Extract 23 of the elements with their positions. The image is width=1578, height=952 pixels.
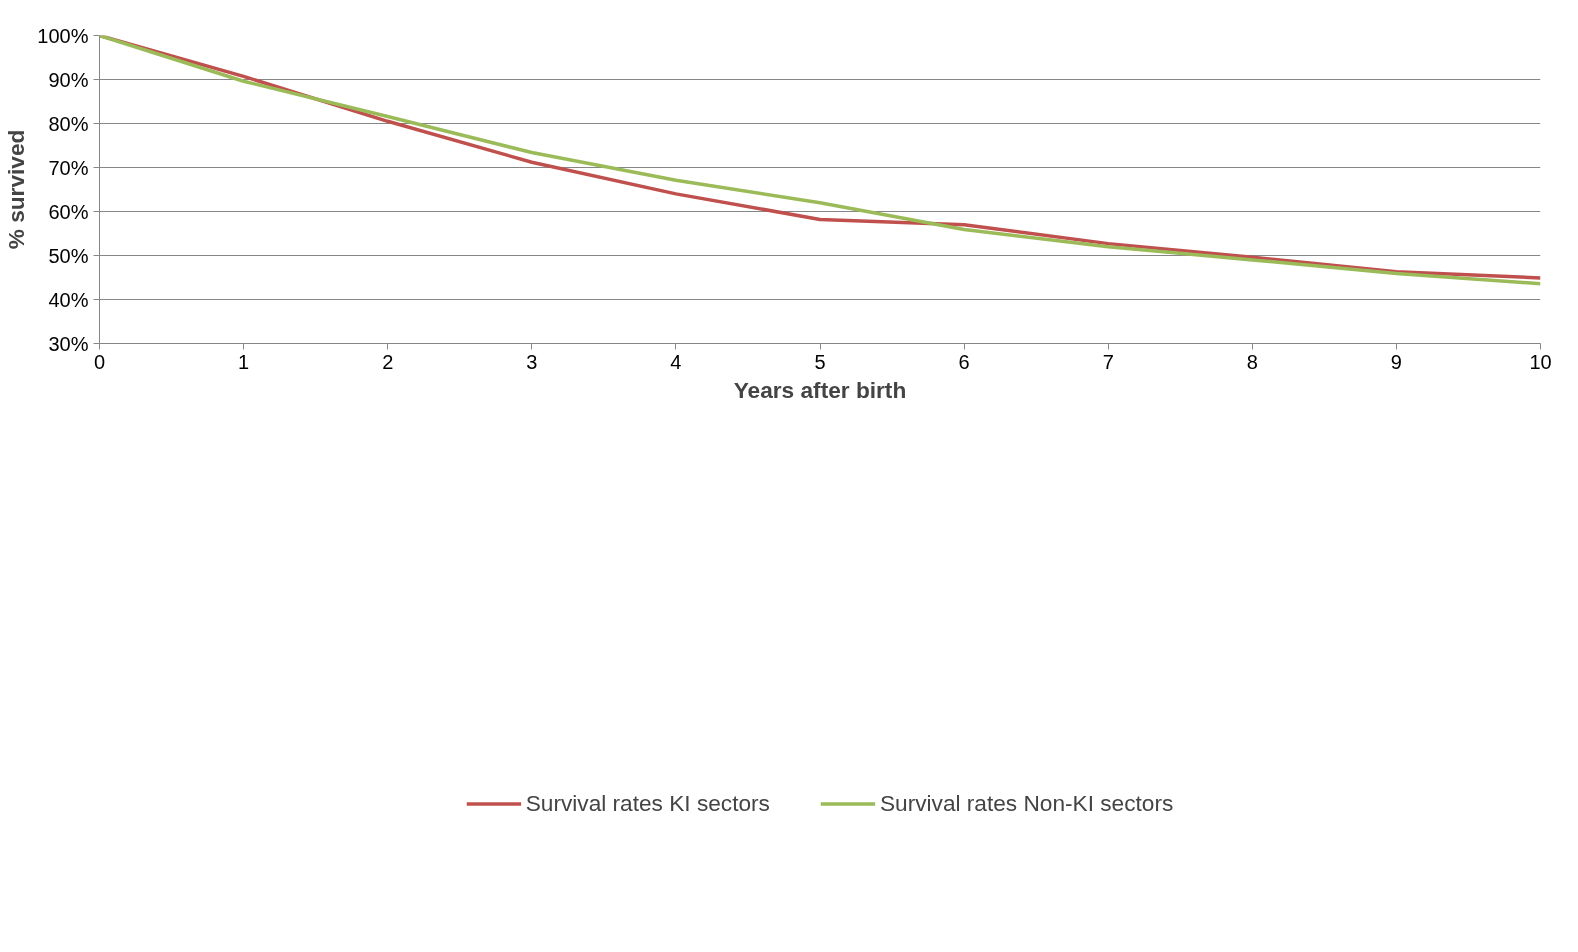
x-tick-label: 0 <box>93 350 106 373</box>
x-tick-label: 1 <box>238 350 250 373</box>
y-tick-label: 60% <box>48 200 89 223</box>
x-tick-label: 7 <box>1102 350 1114 373</box>
y-tick-label: 50% <box>48 244 89 267</box>
x-tick-label: 4 <box>670 350 682 373</box>
x-tick-label: 9 <box>1390 350 1402 373</box>
y-tick-label: 80% <box>48 112 89 135</box>
y-tick-label: 30% <box>48 332 89 355</box>
x-tick-label: 5 <box>814 350 826 373</box>
y-tick-label: 90% <box>48 68 89 91</box>
x-tick-label: 3 <box>526 350 538 373</box>
legend-label: Survival rates KI sectors <box>525 789 770 817</box>
x-axis-title: Years after birth <box>733 376 907 403</box>
y-axis-title: % survived <box>3 129 30 250</box>
y-tick-label: 70% <box>48 156 89 179</box>
x-tick-label: 2 <box>382 350 394 373</box>
legend-label: Survival rates Non-KI sectors <box>879 789 1174 817</box>
x-tick-label: 6 <box>958 350 970 373</box>
y-tick-label: 40% <box>48 288 89 311</box>
x-tick-label: 10 <box>1529 350 1552 373</box>
x-tick-label: 8 <box>1246 350 1258 373</box>
y-tick-label: 100% <box>37 24 89 47</box>
